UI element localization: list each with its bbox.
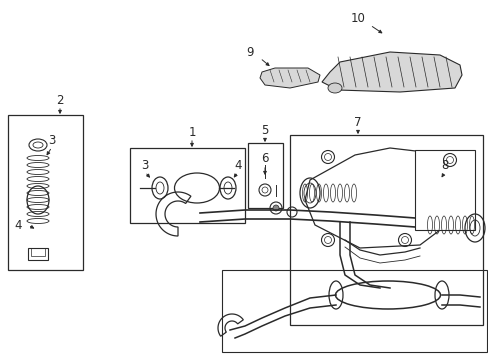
Ellipse shape — [327, 83, 341, 93]
Bar — [31, 248, 45, 256]
Bar — [222, 270, 486, 352]
Text: 3: 3 — [48, 134, 56, 147]
Ellipse shape — [272, 205, 279, 211]
Text: 10: 10 — [350, 12, 365, 24]
Text: 7: 7 — [353, 116, 361, 129]
Polygon shape — [321, 52, 461, 92]
Text: 2: 2 — [56, 94, 63, 107]
Text: 6: 6 — [261, 152, 268, 165]
Bar — [289, 135, 482, 325]
Polygon shape — [260, 68, 319, 88]
Bar — [247, 143, 283, 208]
Text: 4: 4 — [14, 219, 21, 231]
Text: 3: 3 — [141, 158, 148, 171]
Bar — [8, 115, 83, 270]
Text: 5: 5 — [261, 123, 268, 136]
Bar — [414, 150, 474, 230]
Text: 4: 4 — [234, 158, 241, 171]
Text: 1: 1 — [188, 126, 195, 139]
Text: 8: 8 — [440, 158, 448, 171]
Bar — [28, 248, 48, 260]
Text: 9: 9 — [246, 45, 253, 59]
Bar — [130, 148, 244, 223]
